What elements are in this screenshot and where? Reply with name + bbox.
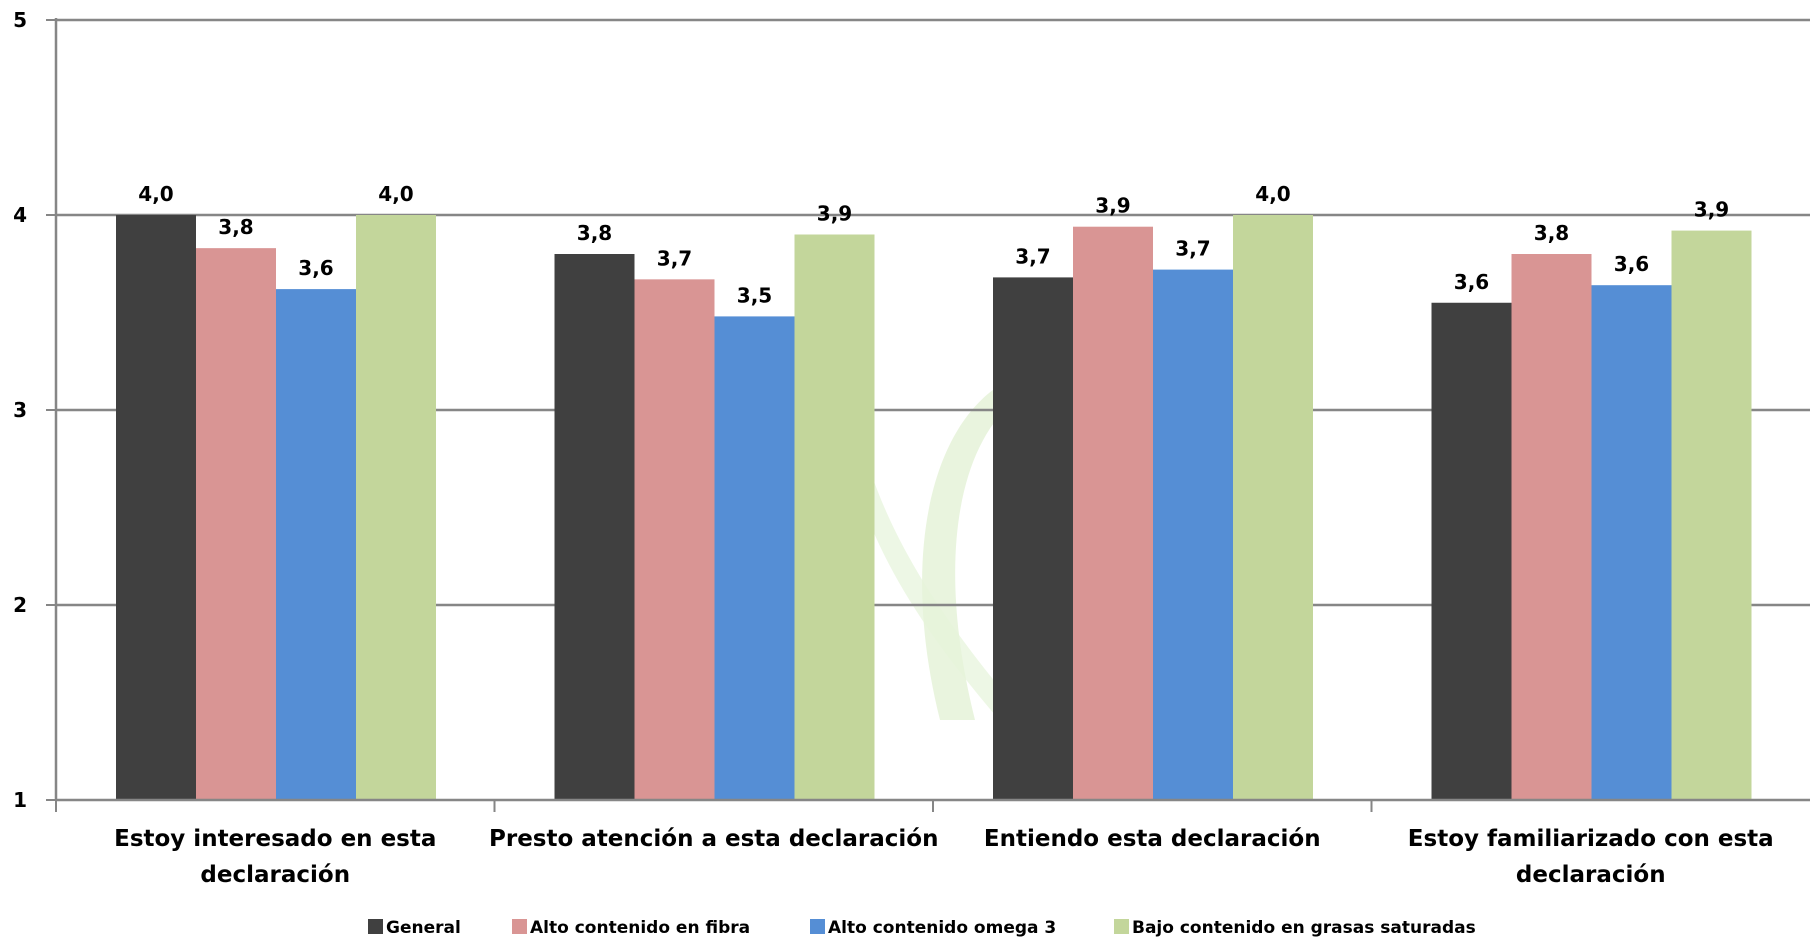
x-axis: Estoy interesado en esta declaración Prest… bbox=[55, 798, 1810, 888]
bar bbox=[196, 248, 276, 800]
data-label: 3,8 bbox=[1534, 221, 1569, 245]
x-category-label: Estoy interesado en esta bbox=[114, 826, 436, 852]
bar bbox=[276, 289, 356, 800]
data-label: 3,9 bbox=[817, 202, 852, 226]
data-label: 4,0 bbox=[138, 182, 173, 206]
bar bbox=[993, 277, 1073, 800]
data-label: 3,8 bbox=[577, 221, 612, 245]
data-label: 4,0 bbox=[1255, 182, 1290, 206]
data-label: 3,9 bbox=[1095, 194, 1130, 218]
data-label: 3,6 bbox=[1454, 270, 1489, 294]
y-tick-label: 2 bbox=[13, 593, 27, 617]
x-category-label: Entiendo esta declaración bbox=[984, 826, 1321, 852]
data-label: 3,8 bbox=[218, 215, 253, 239]
bar bbox=[1591, 285, 1672, 800]
data-label: 3,7 bbox=[1015, 244, 1050, 268]
bar bbox=[554, 254, 635, 800]
data-label: 3,5 bbox=[737, 283, 772, 307]
y-tick-label: 4 bbox=[13, 203, 27, 227]
data-labels: 4,0 3,8 3,6 4,0 3,8 3,7 3,5 3,9 3,7 3,9 3,7 4,0 3,6 3… bbox=[138, 182, 1729, 307]
bar bbox=[1233, 215, 1313, 800]
bar bbox=[1671, 230, 1752, 801]
bar bbox=[1153, 269, 1233, 801]
bar bbox=[1511, 254, 1592, 800]
data-label: 3,7 bbox=[657, 246, 692, 270]
legend-swatch bbox=[810, 919, 825, 934]
legend-label: Bajo contenido en grasas saturadas bbox=[1132, 918, 1476, 938]
bar bbox=[116, 215, 196, 800]
bar bbox=[794, 234, 875, 800]
bar bbox=[634, 279, 715, 801]
bar bbox=[714, 316, 795, 800]
bar bbox=[1431, 302, 1512, 800]
legend: General Alto contenido en fibra Alto conte… bbox=[368, 918, 1476, 938]
y-tick-label: 1 bbox=[13, 788, 27, 812]
data-label: 3,6 bbox=[1614, 252, 1649, 276]
x-category-label: declaración bbox=[200, 862, 350, 888]
data-label: 3,7 bbox=[1175, 237, 1210, 261]
x-category-label: Presto atención a esta declaración bbox=[489, 826, 938, 852]
legend-label: General bbox=[386, 918, 461, 938]
y-axis: 1 2 3 4 5 bbox=[13, 8, 58, 812]
x-category-label: Estoy familiarizado con esta bbox=[1408, 826, 1774, 852]
data-label: 3,9 bbox=[1694, 198, 1729, 222]
legend-swatch bbox=[1114, 919, 1129, 934]
bars bbox=[116, 215, 1752, 801]
data-label: 3,6 bbox=[298, 256, 333, 280]
watermark-leaf bbox=[855, 385, 1010, 720]
legend-label: Alto contenido omega 3 bbox=[828, 918, 1056, 938]
legend-label: Alto contenido en fibra bbox=[530, 918, 750, 938]
data-label: 4,0 bbox=[378, 182, 413, 206]
legend-swatch bbox=[368, 919, 383, 934]
bar bbox=[1073, 226, 1153, 800]
bar bbox=[356, 215, 436, 800]
y-tick-label: 3 bbox=[13, 398, 27, 422]
x-category-label: declaración bbox=[1516, 862, 1666, 888]
legend-swatch bbox=[512, 919, 527, 934]
y-tick-label: 5 bbox=[13, 8, 27, 32]
